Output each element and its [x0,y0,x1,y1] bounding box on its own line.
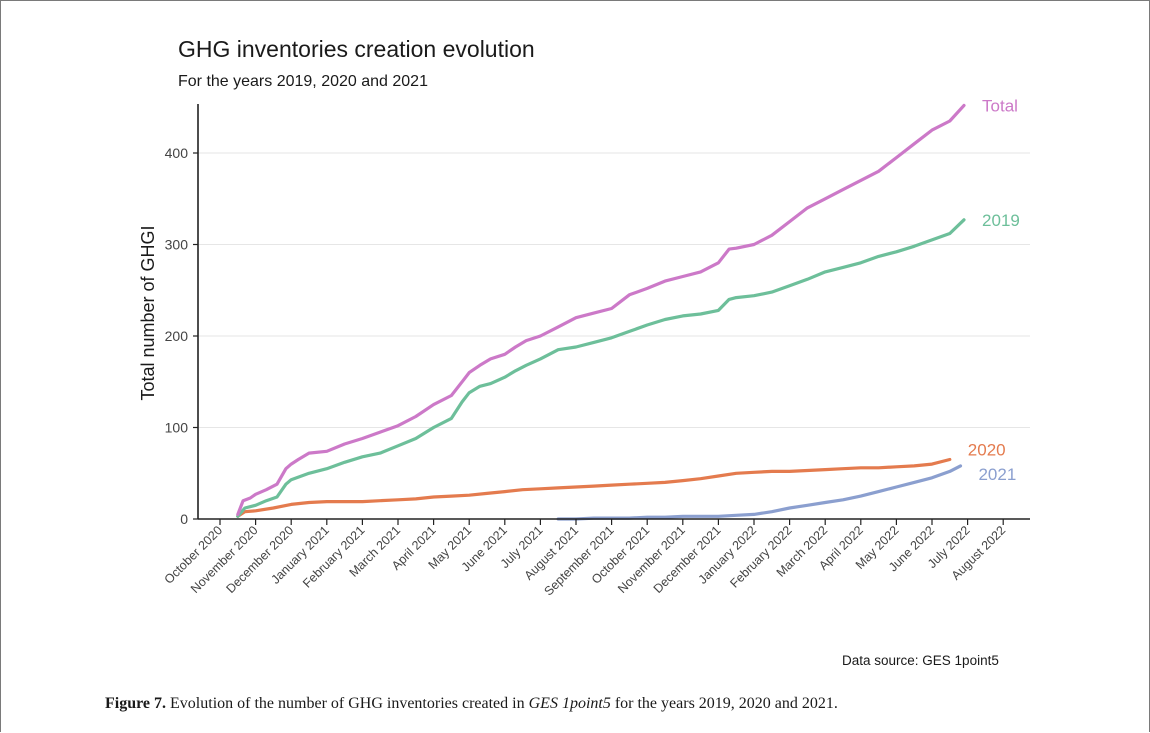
y-tick-label: 400 [165,145,189,161]
series-label-total: Total [982,96,1018,115]
y-axis-label: Total number of GHGI [138,225,158,400]
axes [197,104,1030,520]
x-tick-label: February 2021 [300,523,367,590]
chart-subtitle: For the years 2019, 2020 and 2021 [178,73,428,90]
y-tick-label: 200 [165,328,189,344]
data-source-note: Data source: GES 1point5 [842,653,999,668]
y-ticks: 0 100 200 300 400 [165,145,198,527]
series-line-total [236,103,966,517]
caption-label: Figure 7. [105,695,167,712]
y-tick-label: 300 [165,237,189,253]
series-line-2019 [236,218,966,518]
y-tick-label: 0 [180,511,188,527]
series-label-2021: 2021 [978,465,1016,484]
series-lines [236,103,966,521]
caption-italic: GES 1point5 [528,695,611,712]
chart-title: GHG inventories creation evolution [178,36,535,62]
y-tick-label: 100 [165,420,189,436]
caption-text: Evolution of the number of GHG inventori… [170,695,525,712]
gridlines [198,152,1030,428]
series-line-2020 [236,457,952,518]
figure-caption: Figure 7. Evolution of the number of GHG… [105,695,838,713]
series-labels: 2021 2020 2019 Total [968,96,1020,484]
series-line-2021 [556,464,963,521]
series-label-2019: 2019 [982,211,1020,230]
series-label-2020: 2020 [968,441,1006,460]
caption-text-end: for the years 2019, 2020 and 2021. [614,695,838,712]
x-tick-label: February 2022 [727,523,794,590]
